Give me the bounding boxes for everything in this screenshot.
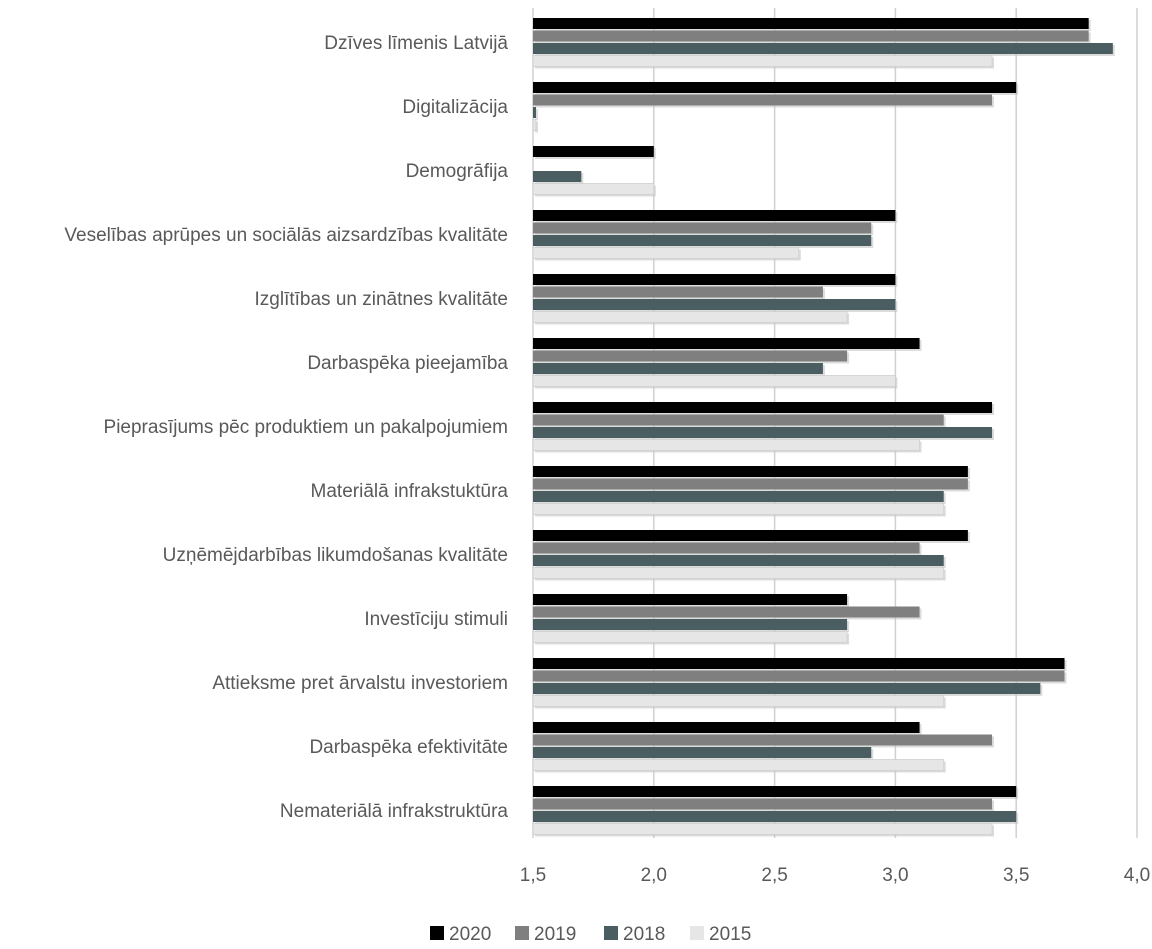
- legend-label: 2020: [449, 924, 491, 944]
- category-label: Izglītības un zinātnes kvalitāte: [255, 289, 508, 310]
- x-axis-tick-labels: 1,5 2,0 2,5 3,0 3,5 4,0: [520, 865, 1150, 886]
- bar-2019-10: [533, 670, 1067, 684]
- bar-2019-1: [533, 94, 995, 108]
- legend-label: 2019: [534, 924, 576, 944]
- bar-2018-12: [533, 811, 1019, 824]
- bar-2020-2: [533, 146, 656, 159]
- category-label: Pieprasījums pēc produktiem un pakalpoju…: [104, 417, 508, 438]
- bar-2018-10: [533, 683, 1043, 696]
- bar-2015-9: [532, 631, 850, 645]
- bar-2015-2: [532, 183, 656, 197]
- bar-2018-8: [533, 555, 946, 568]
- legend-item-2020: 2020: [430, 924, 491, 945]
- bar-2020-5: [533, 338, 922, 351]
- bars: [532, 18, 1115, 837]
- bar-2018-4: [533, 299, 898, 312]
- bar-2018-9: [533, 619, 850, 632]
- bar-2018-0: [533, 43, 1115, 56]
- bar-2019-9: [533, 606, 922, 620]
- bar-2019-6: [533, 414, 946, 428]
- bar-2015-11: [532, 759, 946, 773]
- bar-2015-8: [532, 567, 946, 581]
- bar-2018-11: [533, 747, 874, 760]
- category-label: Materiālā infrakstuktūra: [311, 481, 509, 502]
- bar-2015-10: [532, 695, 946, 709]
- bar-2020-9: [533, 594, 850, 607]
- bar-2015-3: [532, 247, 801, 261]
- category-labels: Dzīves līmenis Latvijā Digitalizācija Demo…: [64, 33, 508, 822]
- bar-2015-7: [532, 503, 946, 517]
- legend-swatch: [515, 926, 529, 940]
- category-label: Digitalizācija: [402, 97, 508, 118]
- x-tick-label: 2,0: [641, 865, 667, 886]
- x-tick-label: 4,0: [1124, 865, 1150, 886]
- category-label: Attieksme pret ārvalstu investoriem: [212, 673, 508, 694]
- category-label: Demogrāfija: [406, 161, 509, 182]
- bar-2018-7: [533, 491, 946, 504]
- legend-swatch: [690, 926, 704, 940]
- category-label: Investīciju stimuli: [364, 609, 508, 630]
- x-tick-label: 1,5: [520, 865, 546, 886]
- legend-item-2015: 2015: [690, 924, 751, 945]
- bar-2020-10: [533, 658, 1067, 671]
- bar-2018-6: [533, 427, 995, 440]
- category-label: Darbaspēka pieejamība: [307, 353, 508, 374]
- bar-2018-5: [533, 363, 825, 376]
- x-tick-label: 3,0: [882, 865, 908, 886]
- bar-2018-2: [533, 171, 584, 184]
- bar-2020-4: [533, 274, 898, 287]
- bar-2019-12: [533, 798, 995, 812]
- category-label: Darbaspēka efektivitāte: [309, 737, 508, 758]
- bar-2020-8: [533, 530, 970, 543]
- bar-2015-5: [532, 375, 898, 389]
- legend-label: 2018: [623, 924, 665, 944]
- bar-2020-7: [533, 466, 970, 479]
- x-tick-label: 3,5: [1003, 865, 1029, 886]
- legend-item-2018: 2018: [604, 924, 665, 945]
- bar-2019-8: [533, 542, 922, 556]
- x-tick-label: 2,5: [761, 865, 787, 886]
- bar-2020-6: [533, 402, 995, 415]
- bar-2015-0: [532, 55, 995, 69]
- bar-2015-6: [532, 439, 922, 453]
- bar-2015-12: [532, 823, 995, 837]
- bar-2018-1: [533, 107, 538, 120]
- bar-2019-11: [533, 734, 995, 748]
- legend-item-2019: 2019: [515, 924, 576, 945]
- bar-2015-1: [532, 119, 538, 133]
- category-label: Nemateriālā infrakstruktūra: [280, 801, 509, 822]
- bar-2020-0: [533, 18, 1091, 31]
- bar-2020-3: [533, 210, 898, 223]
- bar-2019-4: [533, 286, 825, 300]
- bar-2019-3: [533, 222, 874, 236]
- bar-2020-11: [533, 722, 922, 735]
- category-label: Dzīves līmenis Latvijā: [324, 33, 508, 54]
- bar-2015-4: [532, 311, 850, 325]
- bar-2020-1: [533, 82, 1019, 95]
- legend-swatch: [430, 926, 444, 940]
- category-label: Veselības aprūpes un sociālās aizsardzīb…: [64, 225, 508, 246]
- category-label: Uzņēmējdarbības likumdošanas kvalitāte: [163, 545, 508, 566]
- legend: 2020 2019 2018 2015: [430, 924, 751, 945]
- legend-label: 2015: [709, 924, 751, 944]
- bar-2020-12: [533, 786, 1019, 799]
- bar-2019-0: [533, 30, 1091, 44]
- bar-2018-3: [533, 235, 874, 248]
- bar-2019-5: [533, 350, 850, 364]
- bar-2019-7: [533, 478, 970, 492]
- legend-swatch: [604, 926, 618, 940]
